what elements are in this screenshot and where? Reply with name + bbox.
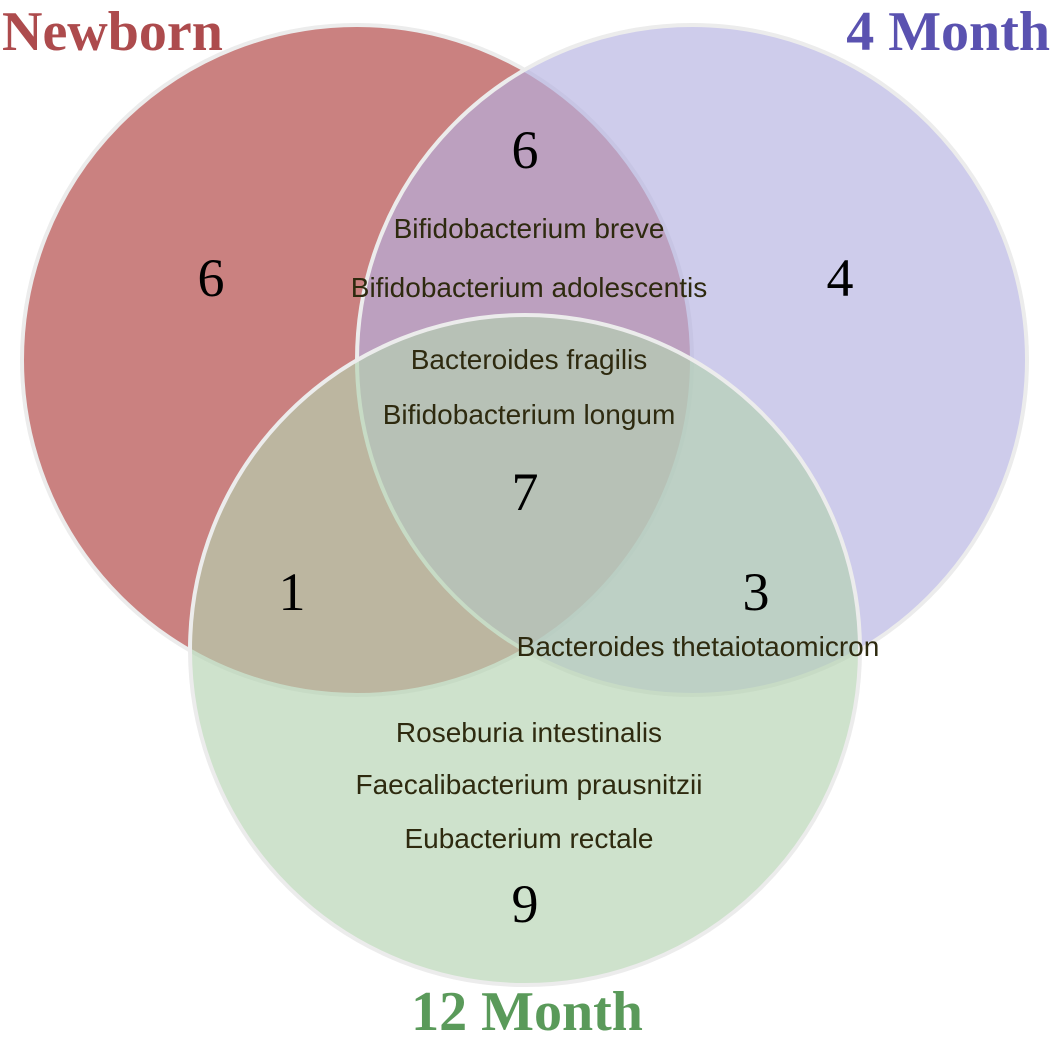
species-label: Bacteroides fragilis xyxy=(411,344,648,375)
count-4-month-only: 4 xyxy=(827,248,854,308)
count-4-month-12-month: 3 xyxy=(743,562,770,622)
species-label: Bifidobacterium adolescentis xyxy=(351,272,707,303)
species-label: Bacteroides thetaiotaomicron xyxy=(517,631,880,662)
set-label-newborn: Newborn xyxy=(2,1,223,63)
count-newborn-12-month: 1 xyxy=(279,562,306,622)
set-label-4-month: 4 Month xyxy=(846,1,1050,63)
count-all-three: 7 xyxy=(512,462,539,522)
count-newborn-only: 6 xyxy=(198,248,225,308)
species-label: Roseburia intestinalis xyxy=(396,717,662,748)
species-label: Faecalibacterium prausnitzii xyxy=(355,769,702,800)
set-label-12-month: 12 Month xyxy=(411,981,643,1043)
species-label: Bifidobacterium longum xyxy=(383,399,676,430)
circle-12-month xyxy=(188,313,862,987)
species-label: Eubacterium rectale xyxy=(404,823,653,854)
species-label: Bifidobacterium breve xyxy=(394,213,665,244)
count-newborn-4-month: 6 xyxy=(512,120,539,180)
count-12-month-only: 9 xyxy=(512,874,539,934)
